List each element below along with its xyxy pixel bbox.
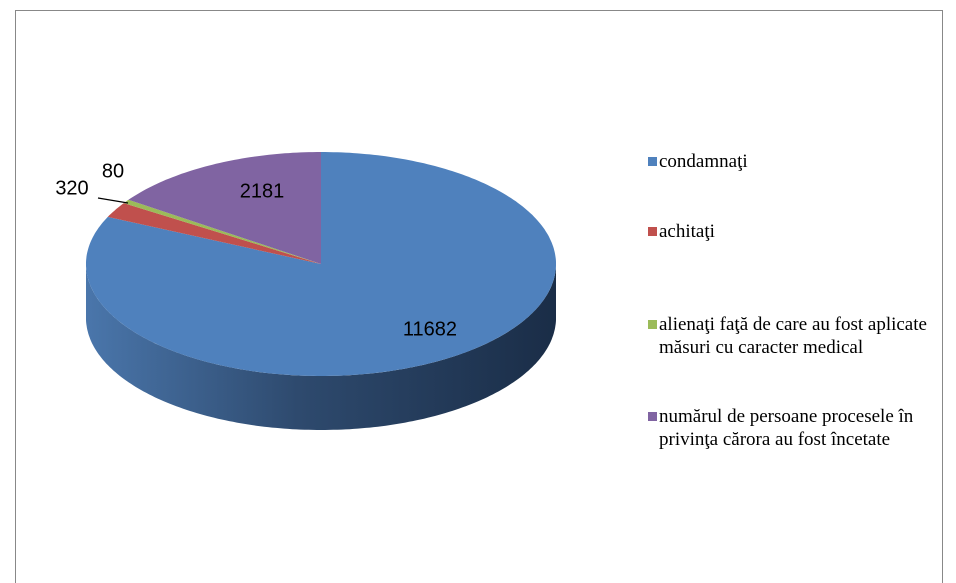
pie-slice <box>128 152 321 264</box>
legend-item: condamnaţi <box>648 150 948 173</box>
data-label: 11682 <box>403 318 457 340</box>
legend-label: achitaţi <box>659 221 715 242</box>
pie-side <box>86 264 556 430</box>
legend-item: achitaţi <box>648 220 948 243</box>
legend-item: numărul de persoane procesele în privinţ… <box>648 405 948 451</box>
legend-item: alienaţi faţă de care au fost aplicate m… <box>648 313 948 359</box>
data-label: 320 <box>55 177 88 199</box>
pie-slice <box>123 199 321 264</box>
legend-swatch <box>648 412 657 421</box>
legend-swatch <box>648 320 657 329</box>
chart-frame <box>15 10 943 583</box>
legend-label: condamnaţi <box>659 151 748 172</box>
legend-label: numărul de persoane procesele în privinţ… <box>659 406 914 450</box>
data-label: 80 <box>102 160 124 182</box>
pie: 11682 320 80 2181 <box>55 152 556 430</box>
legend-swatch <box>648 227 657 236</box>
legend-swatch <box>648 157 657 166</box>
legend-label: alienaţi faţă de care au fost aplicate m… <box>659 314 927 358</box>
pie-slice <box>107 203 321 264</box>
leader-line <box>97 197 129 204</box>
data-label: 2181 <box>240 180 285 202</box>
